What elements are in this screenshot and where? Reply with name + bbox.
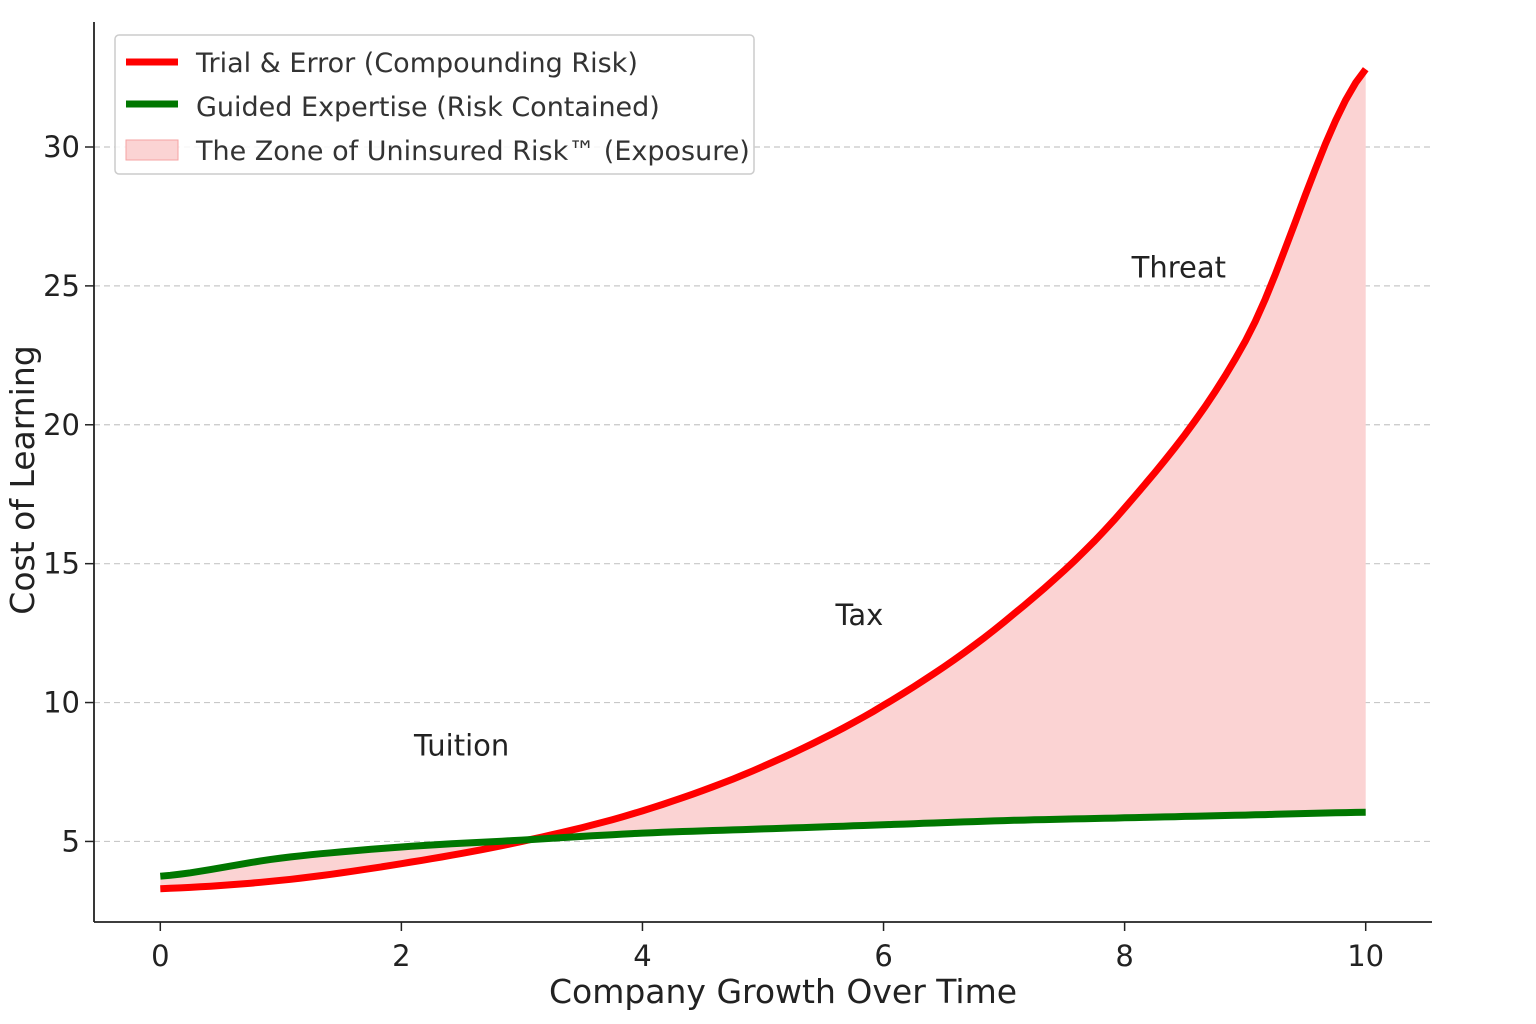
y-axis-title: Cost of Learning — [3, 345, 42, 614]
legend-frame — [114, 34, 755, 175]
x-tick-label-2: 2 — [392, 939, 410, 973]
y-tick-label-10: 10 — [43, 686, 80, 720]
legend: Trial & Error (Compounding Risk) Guided … — [114, 34, 755, 175]
y-ticks: 5 10 15 20 25 30 — [43, 130, 94, 858]
legend-label-trial-error: Trial & Error (Compounding Risk) — [195, 48, 638, 79]
x-axis-title: Company Growth Over Time — [549, 972, 1017, 1011]
y-tick-label-15: 15 — [43, 547, 80, 581]
annotation-tax: Tax — [835, 598, 884, 632]
uninsured-risk-zone-fill — [160, 69, 1366, 889]
annotations: Tuition Tax Threat — [413, 251, 1226, 763]
annotation-tuition: Tuition — [413, 728, 509, 762]
series-line-trial-error — [160, 67, 1369, 893]
legend-label-guided-expertise: Guided Expertise (Risk Contained) — [196, 92, 660, 123]
series-line-guided-expertise — [159, 808, 1366, 880]
legend-swatch-uninsured-risk — [125, 139, 179, 161]
x-tick-label-6: 6 — [874, 939, 892, 973]
y-tick-label-25: 25 — [43, 269, 80, 303]
y-tick-label-5: 5 — [62, 824, 80, 858]
legend-label-uninsured-risk: The Zone of Uninsured Risk™ (Exposure) — [195, 136, 750, 167]
annotation-threat: Threat — [1131, 251, 1226, 285]
x-tick-label-4: 4 — [633, 939, 651, 973]
y-tick-label-30: 30 — [43, 130, 80, 164]
x-tick-label-0: 0 — [151, 939, 169, 973]
y-tick-label-20: 20 — [43, 408, 80, 442]
x-tick-label-10: 10 — [1347, 939, 1384, 973]
x-tick-label-8: 8 — [1115, 939, 1133, 973]
x-ticks: 0 2 4 6 8 10 — [151, 922, 1384, 973]
